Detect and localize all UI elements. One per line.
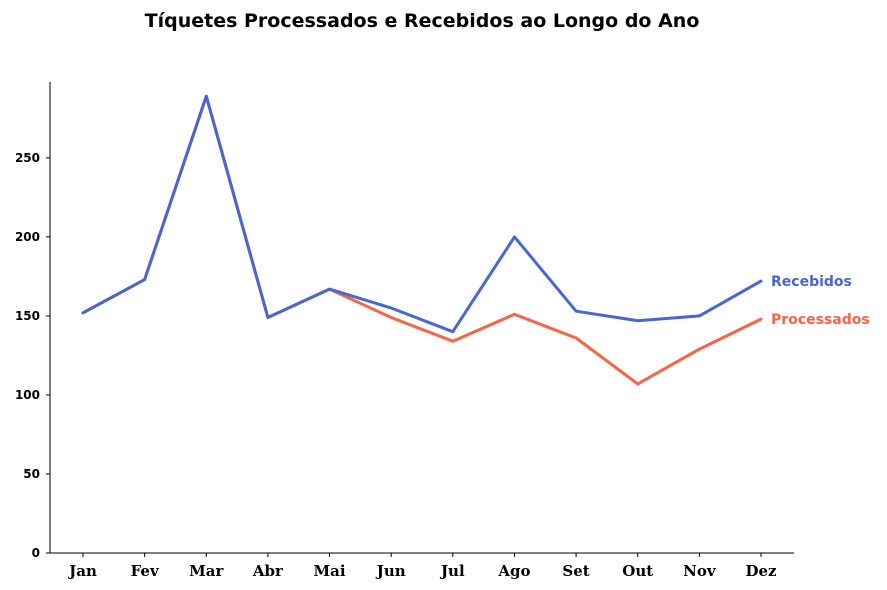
y-tick-label: 200 [15, 230, 40, 244]
x-tick-label: Out [622, 562, 653, 580]
x-tick-label: Dez [745, 562, 777, 580]
x-tick-label: Set [562, 562, 589, 580]
series-lines [81, 94, 763, 386]
x-tick-label: Nov [683, 562, 717, 580]
x-tick-label: Abr [252, 562, 284, 580]
x-tick-label: Mai [314, 562, 346, 580]
x-tick-label: Ago [497, 562, 530, 580]
x-tick-label: Jun [375, 562, 406, 580]
x-tick-label: Jul [439, 562, 465, 580]
x-tick-label: Mar [189, 562, 224, 580]
series-label-processados: Processados [771, 312, 870, 328]
axes [49, 82, 794, 554]
x-axis-ticks: Jan Fev Mar Abr Mai Jun Jul Ago Set Out Nov Dez [67, 553, 777, 580]
y-tick-label: 250 [15, 151, 40, 165]
y-tick-label: 50 [23, 467, 40, 481]
series-label-recebidos: Recebidos [771, 274, 852, 290]
y-axis-ticks: 0 50 100 150 200 250 [15, 151, 50, 560]
series-line-recebidos [81, 94, 763, 334]
y-tick-label: 100 [15, 388, 40, 402]
series-line-processados [81, 94, 763, 386]
y-tick-label: 0 [32, 546, 40, 560]
y-tick-label: 150 [15, 309, 40, 323]
x-tick-label: Jan [67, 562, 97, 580]
chart-title: Tíquetes Processados e Recebidos ao Long… [145, 10, 700, 32]
series-labels: Processados Recebidos [771, 274, 870, 328]
x-tick-label: Fev [131, 562, 160, 580]
